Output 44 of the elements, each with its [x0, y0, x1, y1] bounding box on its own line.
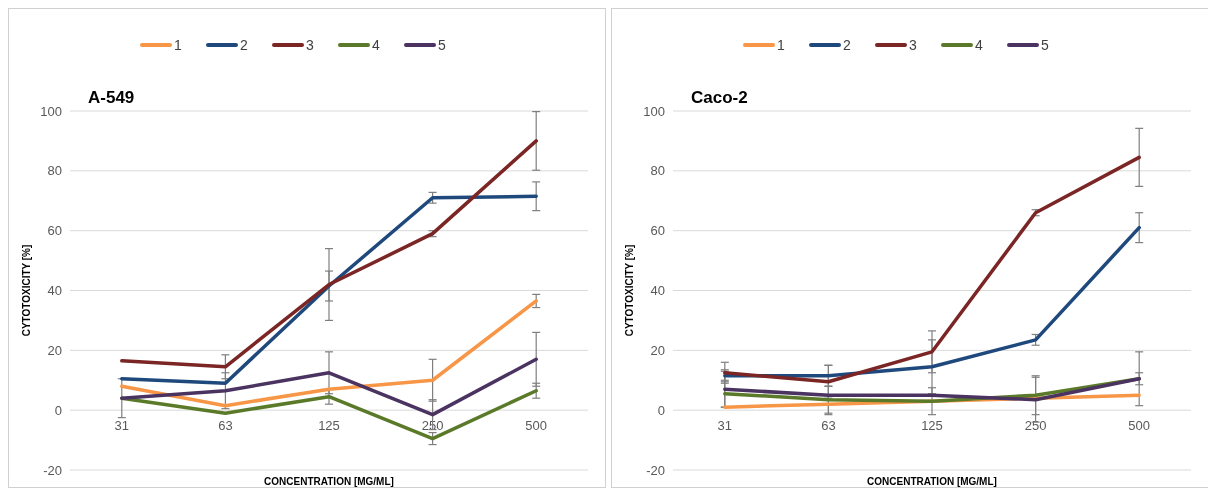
legend-label: 4: [372, 36, 380, 53]
x-tick-label: 63: [218, 418, 233, 434]
legend-label: 3: [909, 36, 917, 53]
y-tick-label: 60: [47, 223, 62, 239]
x-axis-title: CONCENTRATION [MG/ML]: [264, 476, 394, 487]
legend-label: 1: [777, 36, 785, 53]
line-series: [120, 194, 538, 385]
y-tick-label: 20: [47, 342, 62, 358]
y-tick-label: -20: [646, 462, 665, 478]
y-axis-title: CYTOTOXICITY [%]: [21, 244, 32, 337]
legend-label: 4: [975, 36, 983, 53]
x-tick-label: 125: [921, 418, 943, 434]
x-tick-label: 31: [114, 418, 130, 434]
line-series: [120, 299, 538, 408]
legend-label: 5: [438, 36, 446, 53]
legend-label: 2: [843, 36, 851, 53]
y-tick-label: 60: [650, 223, 665, 239]
chart-title: Caco-2: [691, 88, 748, 107]
y-tick-label: 0: [657, 402, 665, 418]
line-series: [723, 155, 1141, 384]
y-tick-label: 100: [40, 103, 62, 119]
x-tick-label: 63: [821, 418, 836, 434]
x-axis-title: CONCENTRATION [MG/ML]: [867, 476, 997, 487]
legend-label: 3: [306, 36, 314, 53]
line-series: [120, 139, 538, 369]
chart-title: A-549: [88, 88, 135, 107]
y-tick-label: 80: [47, 163, 62, 179]
line-series: [120, 357, 538, 417]
y-tick-label: -20: [43, 462, 62, 478]
x-tick-label: 31: [717, 418, 733, 434]
x-tick-label: 250: [1024, 418, 1047, 434]
y-tick-label: 0: [54, 402, 62, 418]
legend-label: 1: [174, 36, 182, 53]
y-tick-label: 40: [47, 283, 62, 299]
y-tick-label: 20: [650, 342, 665, 358]
x-tick-label: 125: [318, 418, 340, 434]
y-tick-label: 40: [650, 283, 665, 299]
y-tick-label: 80: [650, 163, 665, 179]
x-tick-label: 500: [1128, 418, 1151, 434]
y-axis-title: CYTOTOXICITY [%]: [624, 244, 635, 337]
legend-label: 2: [240, 36, 248, 53]
legend-label: 5: [1041, 36, 1049, 53]
x-tick-label: 500: [525, 418, 548, 434]
y-tick-label: 100: [643, 103, 665, 119]
